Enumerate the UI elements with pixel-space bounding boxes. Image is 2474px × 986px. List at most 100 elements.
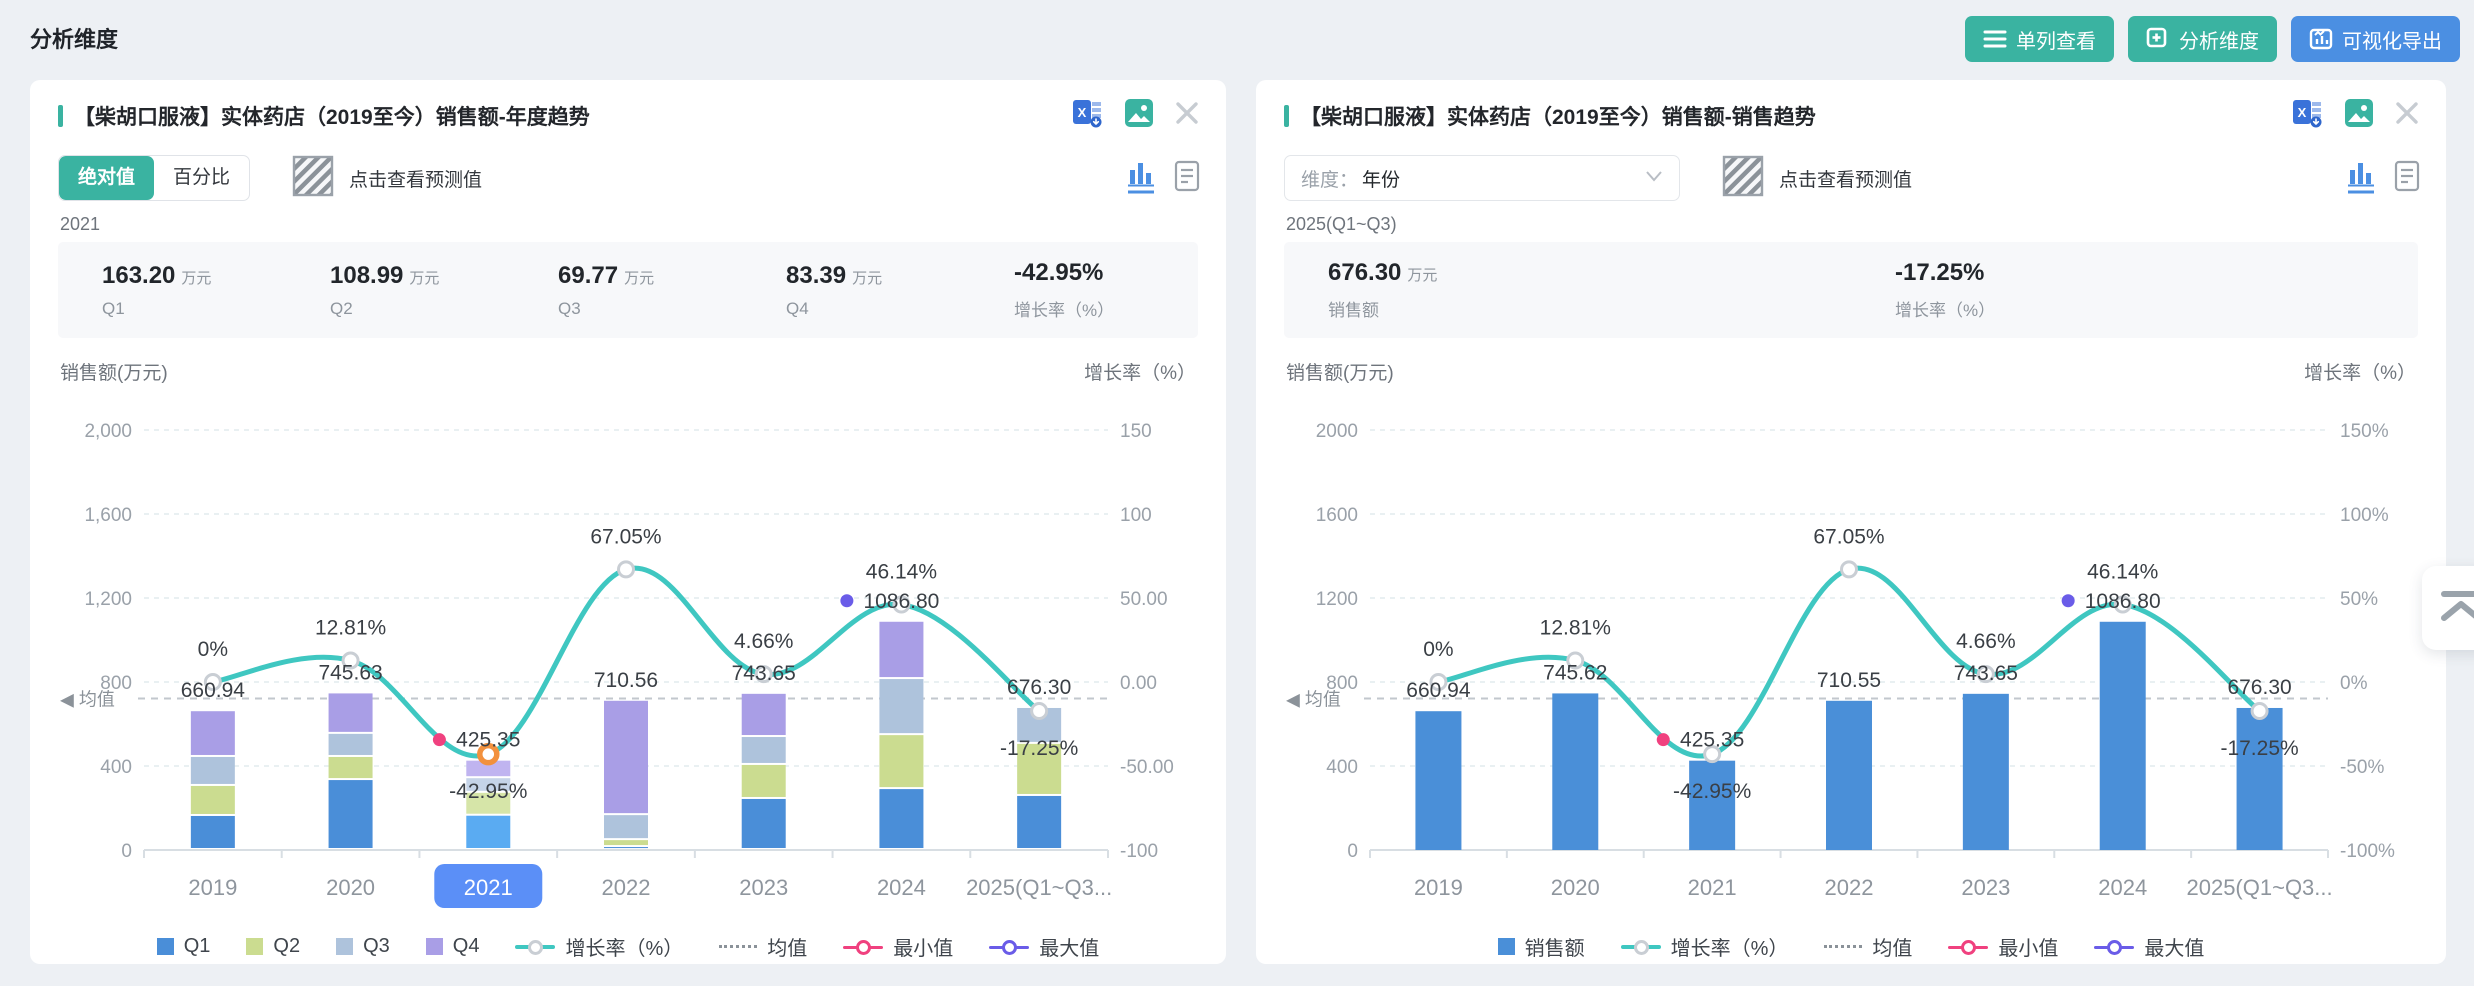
- legend-item[interactable]: Q2: [246, 935, 300, 958]
- forecast-hint[interactable]: 点击查看预测值: [349, 169, 483, 191]
- image-export-icon[interactable]: [1124, 98, 1154, 133]
- image-export-icon[interactable]: [2344, 98, 2374, 133]
- svg-text:400: 400: [1326, 757, 1358, 778]
- bar-segment: [466, 778, 511, 791]
- legend-item[interactable]: 均值: [719, 932, 807, 961]
- svg-text:1086.80: 1086.80: [2085, 590, 2161, 613]
- legend-item[interactable]: 最小值: [843, 932, 953, 961]
- svg-text:2024: 2024: [877, 875, 926, 900]
- legend-item[interactable]: Q1: [156, 935, 210, 958]
- stat-item: 676.30 万元 销售额: [1328, 259, 1438, 320]
- forecast-hatch-icon[interactable]: [292, 155, 334, 202]
- panel-header: 【柴胡口服液】实体药店（2019至今）销售额-销售趋势 X: [1284, 98, 2420, 133]
- stats-summary: 676.30 万元 销售额 -17.25% 增长率（%）: [1284, 242, 2418, 338]
- svg-text:-50%: -50%: [2340, 757, 2384, 778]
- svg-text:2022: 2022: [1825, 875, 1874, 900]
- period-label: 2021: [60, 214, 101, 234]
- svg-text:-42.95%: -42.95%: [1673, 780, 1751, 803]
- svg-text:745.63: 745.63: [318, 661, 382, 684]
- forecast-hatch-icon[interactable]: [1722, 155, 1764, 202]
- dropdown-value: 年份: [1362, 169, 1401, 191]
- svg-text:X: X: [1078, 105, 1087, 120]
- add-dimension-button[interactable]: 分析维度: [2128, 16, 2277, 62]
- bar-segment: [604, 815, 648, 839]
- back-to-top-button[interactable]: [2422, 566, 2474, 650]
- svg-text:2,000: 2,000: [84, 421, 132, 442]
- bar-segment: [466, 760, 511, 777]
- legend-item[interactable]: Q3: [336, 935, 390, 958]
- svg-text:12.81%: 12.81%: [315, 616, 386, 639]
- svg-text:710.55: 710.55: [1817, 669, 1881, 692]
- legend-marker: [1497, 938, 1515, 955]
- panel-header: 【柴胡口服液】实体药店（2019至今）销售额-年度趋势 X: [58, 98, 1200, 133]
- legend-marker: [336, 938, 354, 955]
- bar-segment: [1017, 743, 1062, 794]
- bar-segment: [190, 785, 235, 814]
- accent-bar: [58, 104, 63, 127]
- svg-text:2023: 2023: [1961, 875, 2010, 900]
- svg-text:1200: 1200: [1316, 589, 1358, 610]
- svg-text:745.62: 745.62: [1543, 661, 1607, 684]
- svg-text:800: 800: [1326, 673, 1358, 694]
- svg-text:676.30: 676.30: [1007, 676, 1071, 699]
- trend-chart[interactable]: 0 -100 400 -50.00 800 0.00 1,200 50.00 1,600 100 2…: [58, 386, 1198, 920]
- legend-item[interactable]: 最大值: [2094, 932, 2204, 961]
- stat-item: 108.99 万元 Q2: [330, 261, 440, 318]
- svg-text:743.65: 743.65: [1954, 662, 2018, 685]
- svg-text:2021: 2021: [464, 875, 513, 900]
- toggle-percent[interactable]: 百分比: [173, 167, 231, 188]
- visual-export-button[interactable]: 可视化导出: [2291, 16, 2460, 62]
- bar-segment: [2236, 707, 2283, 850]
- svg-text:425.35: 425.35: [1680, 729, 1744, 752]
- legend-item[interactable]: Q4: [425, 935, 479, 958]
- excel-export-icon[interactable]: X: [2292, 98, 2324, 133]
- legend-item[interactable]: 增长率（%）: [515, 932, 683, 961]
- bar-segment: [466, 815, 511, 848]
- bar-segment: [879, 789, 924, 848]
- legend-item[interactable]: 增长率（%）: [1620, 932, 1788, 961]
- bar-segment: [190, 756, 235, 784]
- svg-text:-42.95%: -42.95%: [449, 780, 527, 803]
- back-to-top-icon: [2439, 586, 2474, 631]
- bar-segment: [741, 798, 786, 848]
- forecast-hint[interactable]: 点击查看预测值: [1779, 169, 1913, 191]
- svg-text:2019: 2019: [188, 875, 237, 900]
- panel-toolbar: 维度： 年份 点击查看预测值: [1284, 154, 2420, 202]
- svg-text:50.00: 50.00: [1120, 589, 1168, 610]
- svg-text:◀ 均值: ◀ 均值: [60, 690, 115, 710]
- bar-chart-view-icon[interactable]: [1126, 158, 1156, 199]
- svg-text:2020: 2020: [326, 875, 375, 900]
- svg-text:1600: 1600: [1316, 505, 1358, 526]
- svg-text:0.00: 0.00: [1120, 673, 1157, 694]
- bar-chart-view-icon[interactable]: [2346, 158, 2376, 199]
- legend-marker: [1948, 939, 1989, 955]
- bar-segment: [1689, 760, 1736, 850]
- close-icon[interactable]: [1174, 100, 1200, 131]
- legend-item[interactable]: 销售额: [1497, 932, 1585, 961]
- legend-item[interactable]: 均值: [1824, 932, 1912, 961]
- single-column-view-button[interactable]: 单列查看: [1965, 16, 2114, 62]
- legend-marker: [843, 939, 884, 955]
- legend-marker: [246, 938, 264, 955]
- bar-segment: [604, 847, 648, 849]
- svg-text:0%: 0%: [2340, 673, 2368, 694]
- toggle-absolute[interactable]: 绝对值: [59, 156, 155, 200]
- table-view-icon[interactable]: [2394, 160, 2420, 197]
- bar-segment: [741, 693, 786, 736]
- svg-text:660.94: 660.94: [1406, 679, 1471, 702]
- svg-text:2025(Q1~Q3...: 2025(Q1~Q3...: [966, 875, 1112, 900]
- table-view-icon[interactable]: [1174, 160, 1200, 197]
- svg-text:46.14%: 46.14%: [866, 560, 937, 583]
- chevron-down-icon: [1645, 169, 1663, 187]
- legend-item[interactable]: 最大值: [989, 932, 1099, 961]
- close-icon[interactable]: [2394, 100, 2420, 131]
- svg-text:676.30: 676.30: [2227, 676, 2291, 699]
- excel-export-icon[interactable]: X: [1072, 98, 1104, 133]
- panel-title: 【柴胡口服液】实体药店（2019至今）销售额-销售趋势: [1300, 105, 1816, 129]
- trend-chart[interactable]: 0 -100% 400 -50% 800 0% 1200 50% 1600 100% 2000 150…: [1284, 386, 2418, 920]
- svg-text:-100: -100: [1120, 841, 1158, 862]
- legend-marker: [1824, 945, 1863, 948]
- dimension-dropdown[interactable]: 维度： 年份: [1284, 155, 1680, 201]
- legend-item[interactable]: 最小值: [1948, 932, 2058, 961]
- legend-marker: [156, 938, 174, 955]
